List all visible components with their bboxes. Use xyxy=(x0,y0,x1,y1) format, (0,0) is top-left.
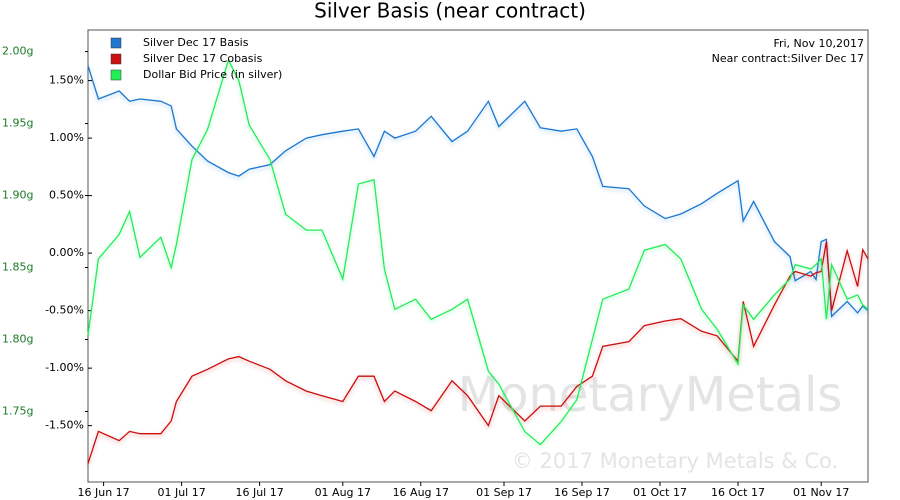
y-tick-label: 1.00% xyxy=(49,131,84,144)
y2-tick-label: 1.90g xyxy=(2,189,33,202)
watermark: © 2017 Monetary Metals & Co. xyxy=(512,449,838,473)
y2-tick-label: 2.00g xyxy=(2,45,33,58)
y-tick-label: -1.00% xyxy=(45,361,84,374)
annotation: Fri, Nov 10,2017 xyxy=(773,37,864,50)
y2-tick-label: 1.85g xyxy=(2,261,33,274)
series-line xyxy=(87,58,869,446)
legend-swatch xyxy=(110,37,122,49)
x-tick-label: 16 Jul 17 xyxy=(235,486,283,499)
x-tick-label: 01 Nov 17 xyxy=(793,486,849,499)
y-tick-label: -1.50% xyxy=(45,419,84,432)
y2-tick-label: 1.95g xyxy=(2,117,33,130)
y-tick-label: 0.50% xyxy=(49,189,84,202)
x-tick-label: 16 Aug 17 xyxy=(393,486,449,499)
y-tick-label: 1.50% xyxy=(49,74,84,87)
x-tick-label: 01 Jul 17 xyxy=(157,486,205,499)
annotation: Near contract:Silver Dec 17 xyxy=(712,52,864,65)
chart-title: Silver Basis (near contract) xyxy=(314,0,586,23)
x-tick-label: 01 Aug 17 xyxy=(315,486,371,499)
watermark: MonetaryMetals xyxy=(458,367,843,423)
x-tick-label: 01 Sep 17 xyxy=(476,486,532,499)
x-tick-label: 16 Sep 17 xyxy=(554,486,610,499)
series-line xyxy=(87,65,869,318)
plot-frame xyxy=(87,29,869,483)
x-tick-label: 01 Oct 17 xyxy=(633,486,687,499)
legend-label: Dollar Bid Price (in silver) xyxy=(143,68,282,81)
y-tick-label: 0.00% xyxy=(49,246,84,259)
legend-swatch xyxy=(110,53,122,65)
legend-swatch xyxy=(110,69,122,81)
series-line xyxy=(87,241,869,464)
legend-label: Silver Dec 17 Basis xyxy=(143,36,249,49)
y2-tick-label: 1.75g xyxy=(2,404,33,417)
legend-label: Silver Dec 17 Cobasis xyxy=(143,52,263,65)
y-tick-label: -0.50% xyxy=(45,304,84,317)
y2-tick-label: 1.80g xyxy=(2,332,33,345)
x-tick-label: 16 Oct 17 xyxy=(711,486,765,499)
x-tick-label: 16 Jun 17 xyxy=(78,486,130,499)
